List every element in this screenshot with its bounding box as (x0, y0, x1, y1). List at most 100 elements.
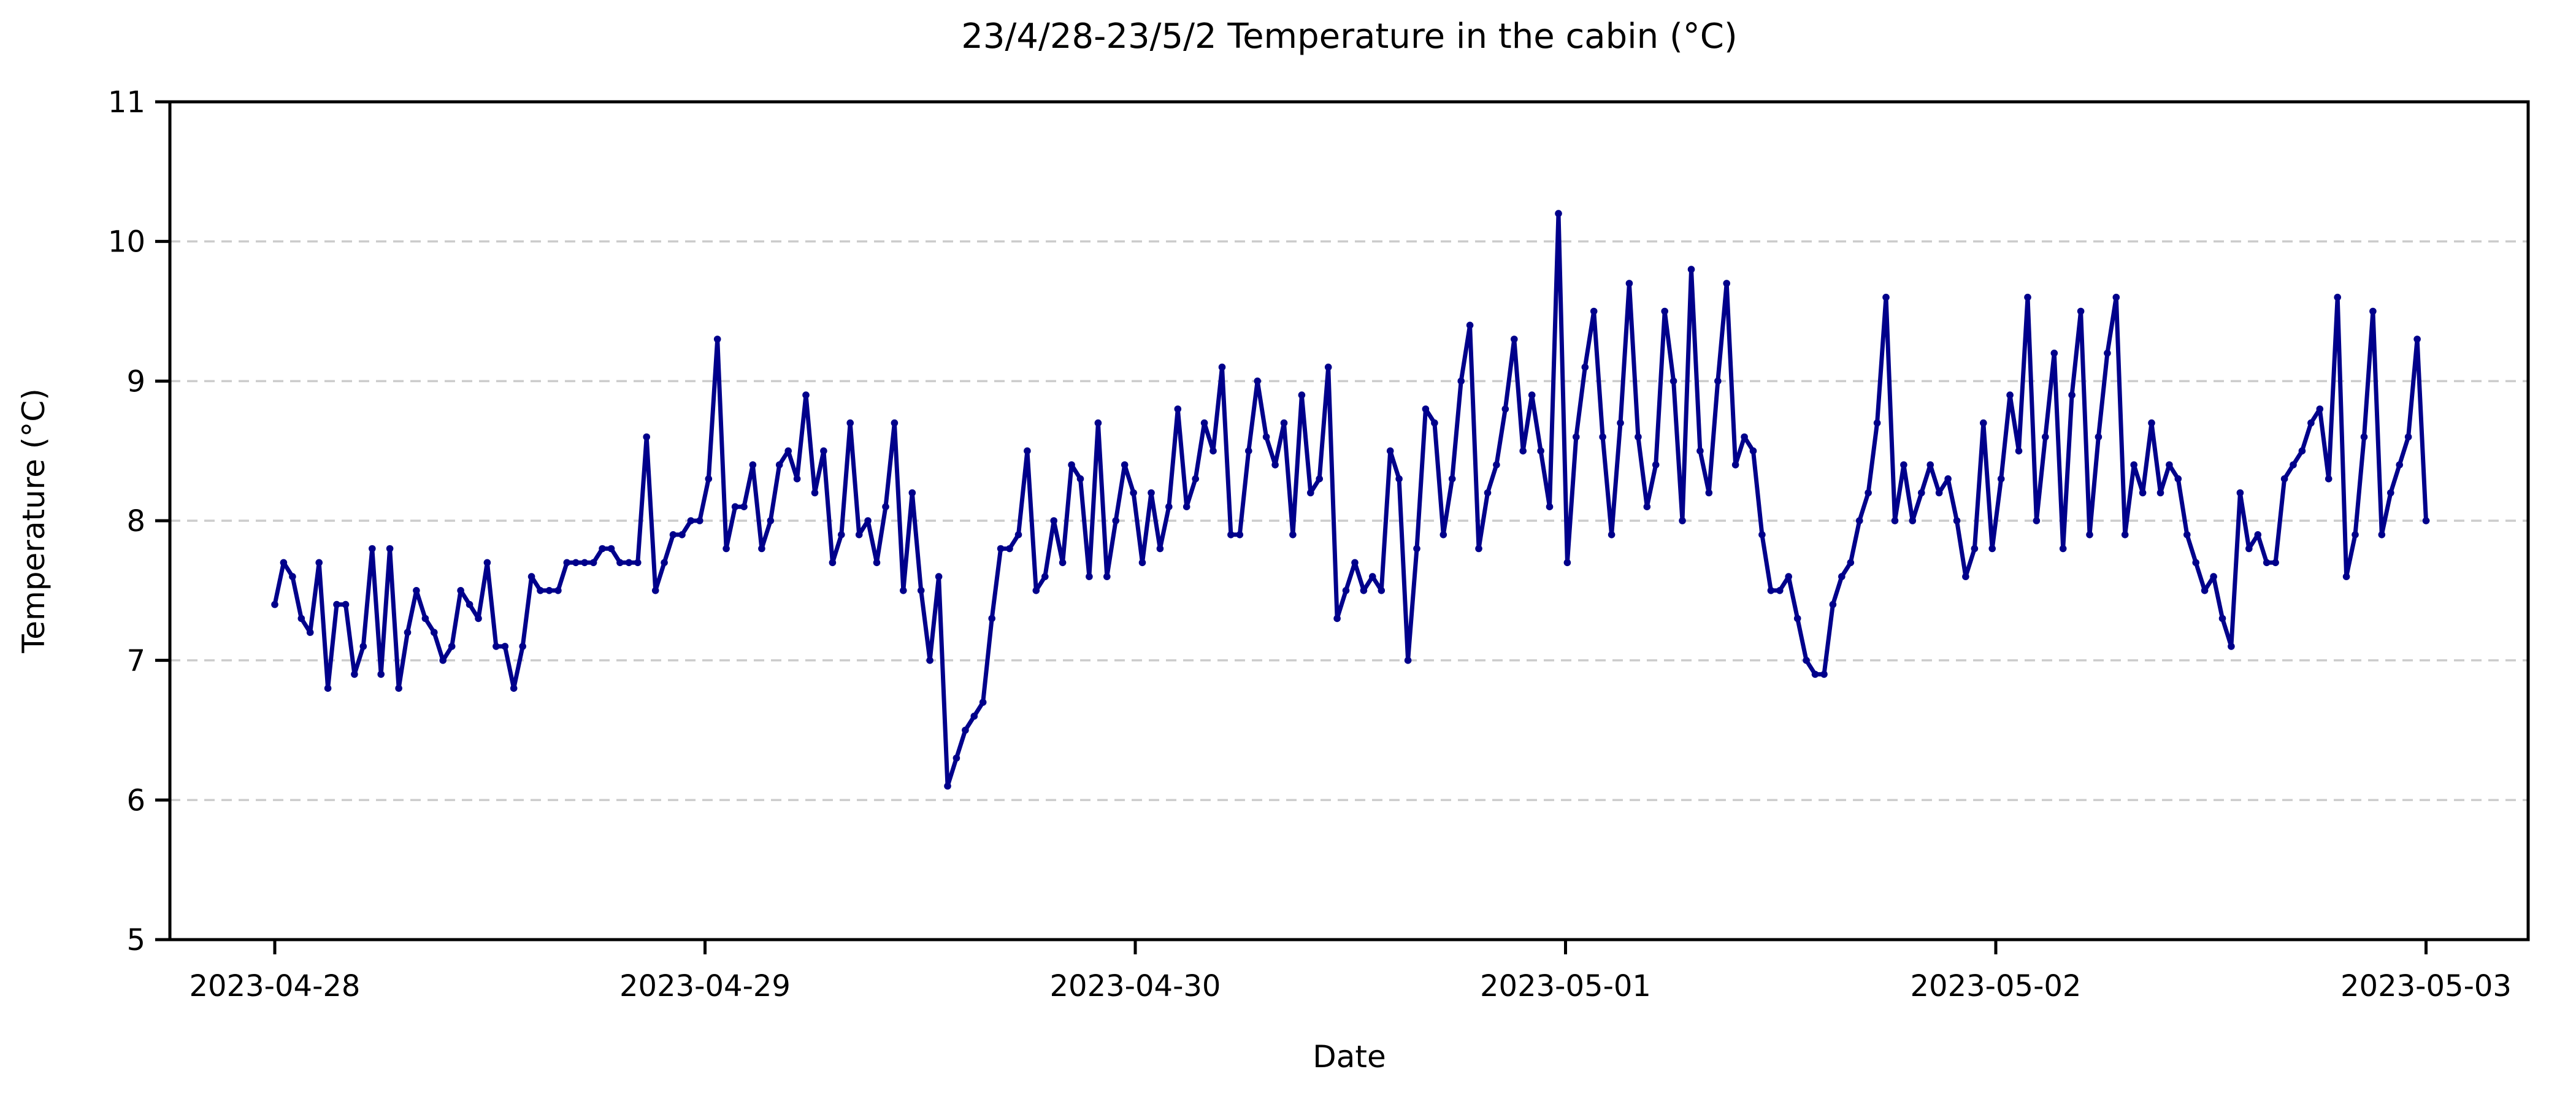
data-point-marker (1112, 517, 1119, 524)
data-point-marker (1280, 419, 1288, 427)
data-point-marker (1006, 545, 1013, 553)
data-point-marker (1448, 475, 1456, 483)
data-point-marker (563, 559, 571, 567)
data-point-marker (457, 587, 464, 594)
data-point-marker (1218, 363, 1226, 371)
data-point-marker (1599, 433, 1606, 441)
data-point-marker (572, 559, 580, 567)
data-point-marker (1041, 573, 1049, 580)
data-point-marker (1935, 489, 1943, 497)
data-point-marker (1573, 433, 1580, 441)
data-point-marker (1714, 377, 1722, 385)
data-point-marker (1395, 475, 1403, 483)
data-point-marker (1679, 517, 1686, 524)
data-point-marker (1590, 307, 1598, 315)
data-point-marker (855, 531, 863, 539)
data-point-marker (466, 600, 473, 608)
data-point-marker (1342, 587, 1350, 594)
data-point-marker (1926, 461, 1934, 469)
data-point-marker (829, 559, 837, 567)
data-point-marker (1581, 363, 1589, 371)
data-point-marker (1953, 517, 1961, 524)
data-point-marker (2228, 643, 2235, 650)
data-point-marker (1032, 587, 1040, 594)
data-point-marker (1103, 573, 1111, 580)
data-point-marker (289, 573, 296, 580)
data-point-marker (333, 600, 340, 608)
data-point-marker (413, 587, 420, 594)
data-point-marker (2192, 559, 2199, 567)
x-tick-label-2023-04-29: 2023-04-29 (619, 969, 791, 1003)
data-point-marker (1324, 363, 1332, 371)
data-point-marker (1909, 517, 1917, 524)
data-point-marker (908, 489, 916, 497)
data-point-marker (377, 670, 385, 678)
data-point-marker (1475, 545, 1482, 553)
data-point-marker (1501, 405, 1509, 413)
data-point-marker (1608, 531, 1616, 539)
data-point-marker (510, 684, 518, 692)
data-point-marker (1130, 489, 1137, 497)
data-point-marker (1749, 447, 1757, 454)
data-point-marker (2201, 587, 2209, 594)
data-point-marker (1262, 433, 1270, 441)
data-point-marker (2413, 335, 2421, 343)
data-point-marker (2130, 461, 2137, 469)
data-point-marker (2316, 405, 2324, 413)
data-point-marker (1635, 433, 1642, 441)
data-point-marker (2210, 573, 2217, 580)
data-point-marker (2006, 391, 2014, 399)
data-point-marker (395, 684, 402, 692)
data-point-marker (2015, 447, 2023, 454)
data-point-marker (2218, 615, 2226, 623)
data-point-marker (2263, 559, 2271, 567)
data-point-marker (1811, 670, 1819, 678)
data-point-marker (846, 419, 854, 427)
data-point-marker (1413, 545, 1420, 553)
chart-title: 23/4/28-23/5/2 Temperature in the cabin … (961, 17, 1738, 56)
data-point-marker (1439, 531, 1447, 539)
data-point-marker (696, 517, 703, 524)
data-layer (271, 210, 2430, 790)
data-point-marker (1855, 517, 1863, 524)
x-tick-label-2023-05-01: 2023-05-01 (1480, 969, 1651, 1003)
data-point-marker (1369, 573, 1376, 580)
data-point-marker (297, 615, 305, 623)
data-point-marker (634, 559, 642, 567)
data-point-marker (1289, 531, 1297, 539)
data-point-marker (1121, 461, 1129, 469)
data-point-marker (979, 699, 987, 706)
data-point-marker (315, 559, 323, 567)
data-point-marker (1386, 447, 1394, 454)
data-point-marker (2077, 307, 2085, 315)
data-point-marker (997, 545, 1005, 553)
data-point-marker (1803, 656, 1810, 664)
data-point-marker (935, 573, 943, 580)
data-point-marker (1271, 461, 1279, 469)
data-point-marker (1643, 503, 1651, 510)
data-point-marker (1094, 419, 1102, 427)
data-point-marker (342, 600, 350, 608)
data-point-marker (775, 461, 783, 469)
data-point-marker (1882, 293, 1890, 301)
data-point-marker (1404, 656, 1412, 664)
data-point-marker (2387, 489, 2394, 497)
data-point-marker (1174, 405, 1182, 413)
data-point-marker (1024, 447, 1031, 454)
y-tick-label-10: 10 (108, 225, 145, 259)
data-point-marker (1307, 489, 1314, 497)
data-point-marker (962, 726, 969, 734)
data-point-marker (1661, 307, 1668, 315)
data-point-marker (1076, 475, 1084, 483)
data-point-marker (1669, 377, 1677, 385)
data-point-marker (2042, 433, 2049, 441)
data-point-marker (1378, 587, 1386, 594)
data-point-marker (1014, 531, 1022, 539)
data-point-marker (767, 517, 775, 524)
data-point-marker (1360, 587, 1368, 594)
data-point-marker (369, 545, 376, 553)
data-point-marker (1865, 489, 1872, 497)
data-point-marker (1617, 419, 1624, 427)
data-point-marker (1652, 461, 1660, 469)
data-point-marker (802, 391, 810, 399)
